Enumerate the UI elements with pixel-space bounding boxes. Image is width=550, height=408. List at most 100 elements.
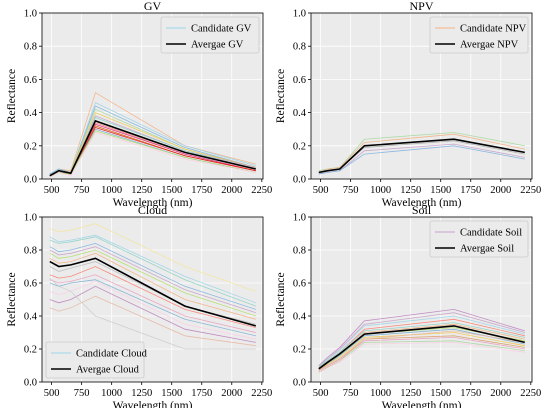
y-tick-label: 0.2 xyxy=(293,345,306,356)
chart-panel-gv: 0.0 0.2 0.4 0.6 0.8 1.0 500 750 1000 1250 1500 1750… xyxy=(6,0,272,209)
candidate-line-11 xyxy=(49,279,256,337)
y-tick-label: 1.0 xyxy=(293,213,306,224)
x-axis-label: Wavelength (nm) xyxy=(382,400,462,408)
y-tick-label: 0.6 xyxy=(293,279,306,290)
y-axis-label: Reflectance xyxy=(275,272,287,326)
chart-panel-npv: 0.0 0.2 0.4 0.6 0.8 1.0 500 750 1000 1250 1500 1750… xyxy=(275,0,541,209)
candidate-line-3 xyxy=(318,315,525,368)
x-tick-label: 1500 xyxy=(430,388,451,399)
y-axis-label: Reflectance xyxy=(6,272,18,326)
x-tick-label: 1500 xyxy=(430,185,451,196)
x-tick-label: 500 xyxy=(44,185,60,196)
y-tick-label: 0.0 xyxy=(24,378,37,389)
legend-label-mean: Avergae NPV xyxy=(460,40,519,51)
y-axis-label: Reflectance xyxy=(275,69,287,123)
x-tick-label: 1500 xyxy=(161,388,182,399)
chart-title: Soil xyxy=(412,203,432,217)
legend-label-candidate: Candidate NPV xyxy=(460,24,527,35)
candidate-line-9 xyxy=(49,266,256,328)
x-tick-label: 1250 xyxy=(131,185,152,196)
x-tick-label: 2250 xyxy=(251,185,272,196)
x-tick-label: 750 xyxy=(343,388,359,399)
y-tick-label: 0.4 xyxy=(24,108,38,119)
y-tick-label: 0.2 xyxy=(24,141,37,152)
x-tick-label: 1000 xyxy=(370,185,391,196)
x-tick-label: 1750 xyxy=(191,388,212,399)
y-tick-label: 0.8 xyxy=(293,246,306,257)
legend: Candidate Soil Avergae Soil xyxy=(429,220,529,258)
y-tick-label: 0.0 xyxy=(293,175,306,186)
x-axis-label: Wavelength (nm) xyxy=(113,197,193,209)
legend-label-candidate: Candidate Cloud xyxy=(76,349,148,360)
x-tick-label: 750 xyxy=(343,185,359,196)
candidate-line-9 xyxy=(318,332,525,371)
y-tick-label: 0.6 xyxy=(24,75,37,86)
y-tick-label: 1.0 xyxy=(24,213,37,224)
legend-label-candidate: Candidate Soil xyxy=(460,228,522,239)
candidate-line-4 xyxy=(49,242,256,310)
x-tick-label: 1250 xyxy=(131,388,152,399)
x-tick-label: 1250 xyxy=(400,388,421,399)
candidate-line-13 xyxy=(49,285,256,343)
y-tick-label: 0.0 xyxy=(293,378,306,389)
y-tick-label: 0.8 xyxy=(293,42,306,53)
candidate-line-1 xyxy=(318,308,525,366)
y-tick-label: 0.6 xyxy=(293,75,306,86)
legend-label-mean: Avergae Soil xyxy=(460,244,514,255)
candidate-line-12 xyxy=(49,280,256,340)
x-tick-label: 2250 xyxy=(251,388,272,399)
y-tick-label: 0.4 xyxy=(293,108,307,119)
chart-panel-cloud: 0.0 0.2 0.4 0.6 0.8 1.0 500 750 1000 1250 1500 1750… xyxy=(6,203,272,408)
x-tick-label: 1750 xyxy=(460,185,481,196)
y-tick-label: 1.0 xyxy=(293,9,306,20)
chart-title: NPV xyxy=(409,0,433,13)
legend: Candidate Cloud Avergae Cloud xyxy=(45,341,148,379)
y-tick-label: 0.4 xyxy=(293,312,307,323)
x-tick-label: 750 xyxy=(74,185,90,196)
x-tick-label: 500 xyxy=(313,185,329,196)
x-tick-label: 1000 xyxy=(101,185,122,196)
chart-panel-soil: 0.0 0.2 0.4 0.6 0.8 1.0 500 750 1000 1250 1500 1750… xyxy=(275,203,541,408)
y-tick-label: 0.4 xyxy=(24,312,38,323)
x-tick-label: 1000 xyxy=(101,388,122,399)
x-tick-label: 2250 xyxy=(520,185,541,196)
y-axis-label: Reflectance xyxy=(6,69,18,123)
x-tick-label: 1000 xyxy=(370,388,391,399)
y-tick-label: 1.0 xyxy=(24,9,37,20)
legend-label-candidate: Candidate GV xyxy=(191,24,252,35)
candidate-line-15 xyxy=(49,132,256,178)
candidate-line-5 xyxy=(318,322,525,368)
legend-label-mean: Avergae Cloud xyxy=(76,365,140,376)
x-tick-label: 2000 xyxy=(221,185,242,196)
axes-frame xyxy=(310,216,533,383)
axes-frame xyxy=(310,12,533,180)
x-tick-label: 2000 xyxy=(490,185,511,196)
candidate-line-5 xyxy=(49,246,256,314)
legend: Candidate NPV Avergae NPV xyxy=(429,16,529,54)
x-axis-label: Wavelength (nm) xyxy=(113,400,193,408)
mean-line xyxy=(318,138,525,174)
y-tick-label: 0.8 xyxy=(24,42,37,53)
x-tick-label: 1750 xyxy=(460,388,481,399)
x-tick-label: 1500 xyxy=(161,185,182,196)
candidate-line-7 xyxy=(49,252,256,320)
mean-line xyxy=(49,257,257,327)
candidate-line-2 xyxy=(49,234,256,304)
y-tick-label: 0.0 xyxy=(24,175,37,186)
candidate-line-6 xyxy=(49,249,256,317)
candidate-line-3 xyxy=(49,105,256,175)
chart-title: GV xyxy=(144,0,162,13)
candidate-line-10 xyxy=(49,274,256,333)
axes-frame xyxy=(41,12,264,180)
candidate-line-3 xyxy=(49,236,256,307)
chart-title: Cloud xyxy=(138,203,167,217)
x-tick-label: 1250 xyxy=(400,185,421,196)
x-tick-label: 750 xyxy=(74,388,90,399)
mean-line xyxy=(49,119,256,177)
candidate-line-6 xyxy=(318,145,525,175)
y-tick-label: 0.6 xyxy=(24,279,37,290)
legend: Candidate GV Avergae GV xyxy=(160,16,260,54)
candidate-line-2 xyxy=(318,133,525,173)
y-tick-label: 0.8 xyxy=(24,246,37,257)
